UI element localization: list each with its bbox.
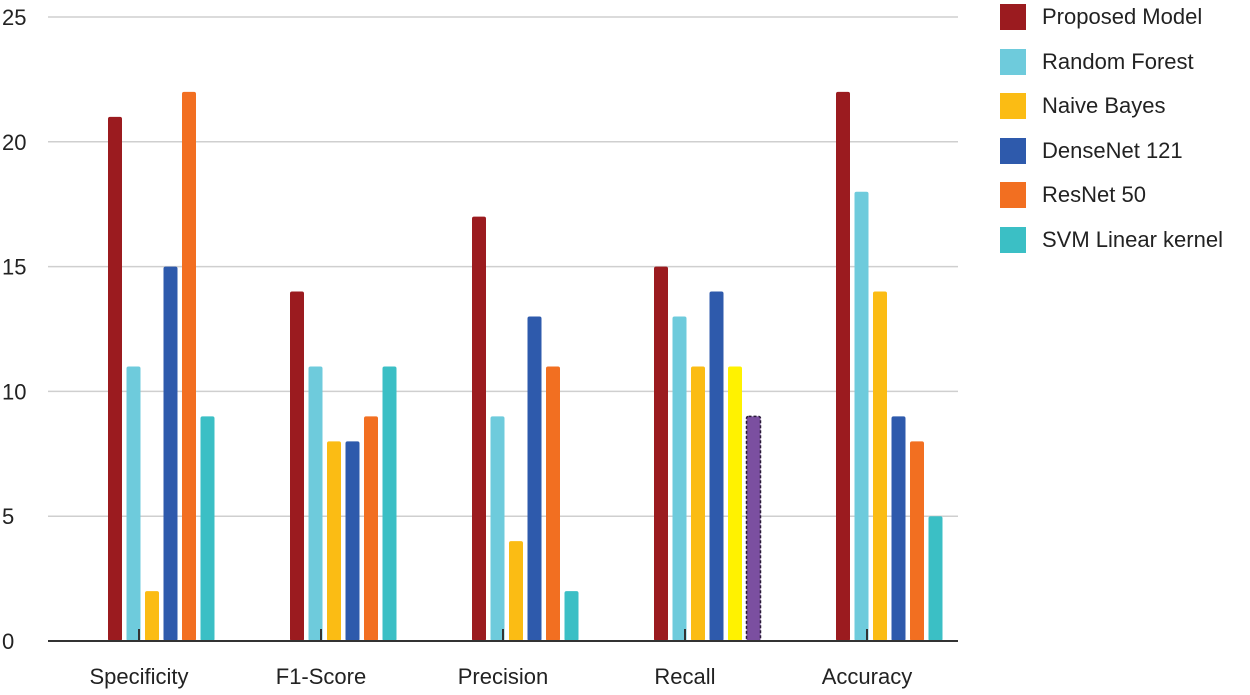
bar-recall-random-forest xyxy=(672,316,687,641)
bar-recall-densenet-121 xyxy=(709,291,724,641)
y-tick-label: 0 xyxy=(2,629,14,654)
bar-accuracy-resnet-50 xyxy=(910,441,924,641)
legend-item: Random Forest xyxy=(1000,47,1194,77)
legend-item: SVM Linear kernel xyxy=(1000,225,1223,255)
bar-recall-extra xyxy=(728,366,742,641)
bar-recall-extra xyxy=(745,415,762,642)
bar-f1-score-random-forest xyxy=(308,366,323,641)
bar-f1-score-resnet-50 xyxy=(364,416,378,641)
legend-label: SVM Linear kernel xyxy=(1042,226,1223,252)
legend-swatch xyxy=(1000,48,1026,75)
legend-item: Naive Bayes xyxy=(1000,91,1166,121)
legend-item: ResNet 50 xyxy=(1000,180,1146,210)
bar-specificity-random-forest xyxy=(126,366,141,641)
bar-specificity-proposed-model xyxy=(108,116,122,642)
bar-precision-svm-linear-kernel xyxy=(564,591,579,641)
legend-swatch xyxy=(1000,4,1026,30)
x-category-label: F1-Score xyxy=(276,664,366,689)
y-tick-label: 25 xyxy=(2,5,26,30)
bar-precision-naive-bayes xyxy=(509,541,523,641)
bar-specificity-naive-bayes xyxy=(145,591,159,641)
bar-precision-densenet-121 xyxy=(527,316,542,641)
legend-swatch xyxy=(1000,182,1026,208)
legend-swatch xyxy=(1000,137,1026,164)
bar-specificity-svm-linear-kernel xyxy=(200,416,215,641)
grid-lines xyxy=(48,16,958,517)
x-category-label: Specificity xyxy=(89,664,188,689)
legend-label: Naive Bayes xyxy=(1042,93,1166,118)
y-tick-label: 5 xyxy=(2,504,14,529)
legend-item: Proposed Model xyxy=(1000,2,1202,32)
legend-item: DenseNet 121 xyxy=(1000,136,1183,166)
y-tick-label: 10 xyxy=(2,379,26,404)
x-category-label: Precision xyxy=(458,664,548,689)
legend-label: DenseNet 121 xyxy=(1042,137,1183,163)
bar-f1-score-naive-bayes xyxy=(327,441,341,641)
bar-f1-score-proposed-model xyxy=(290,291,304,641)
bar-accuracy-naive-bayes xyxy=(873,291,887,641)
bar-precision-resnet-50 xyxy=(546,366,560,641)
legend-label: Random Forest xyxy=(1042,48,1194,74)
bar-recall-proposed-model xyxy=(654,266,668,641)
bar-accuracy-random-forest xyxy=(854,191,869,641)
x-category-label: Accuracy xyxy=(822,664,912,689)
y-tick-label: 15 xyxy=(2,255,26,280)
y-tick-label: 20 xyxy=(2,130,26,155)
legend-swatch xyxy=(1000,93,1026,119)
legend-label: Proposed Model xyxy=(1042,4,1203,29)
axes: 0 5 10 15 20 25 Specificity F1-Score Precision Re… xyxy=(2,5,958,689)
bar-accuracy-proposed-model xyxy=(836,91,850,641)
bar-accuracy-densenet-121 xyxy=(891,416,906,641)
legend-label: ResNet 50 xyxy=(1042,182,1146,207)
bar-specificity-densenet-121 xyxy=(163,266,178,641)
bar-accuracy-svm-linear-kernel xyxy=(928,516,943,641)
bars xyxy=(108,91,943,642)
bar-specificity-resnet-50 xyxy=(182,91,196,641)
bar-precision-proposed-model xyxy=(472,216,486,641)
bar-f1-score-svm-linear-kernel xyxy=(382,366,397,641)
bar-f1-score-densenet-121 xyxy=(345,441,360,641)
x-category-label: Recall xyxy=(654,664,715,689)
bar-precision-random-forest xyxy=(490,416,505,641)
bar-recall-naive-bayes xyxy=(691,366,705,641)
legend-swatch xyxy=(1000,226,1026,253)
